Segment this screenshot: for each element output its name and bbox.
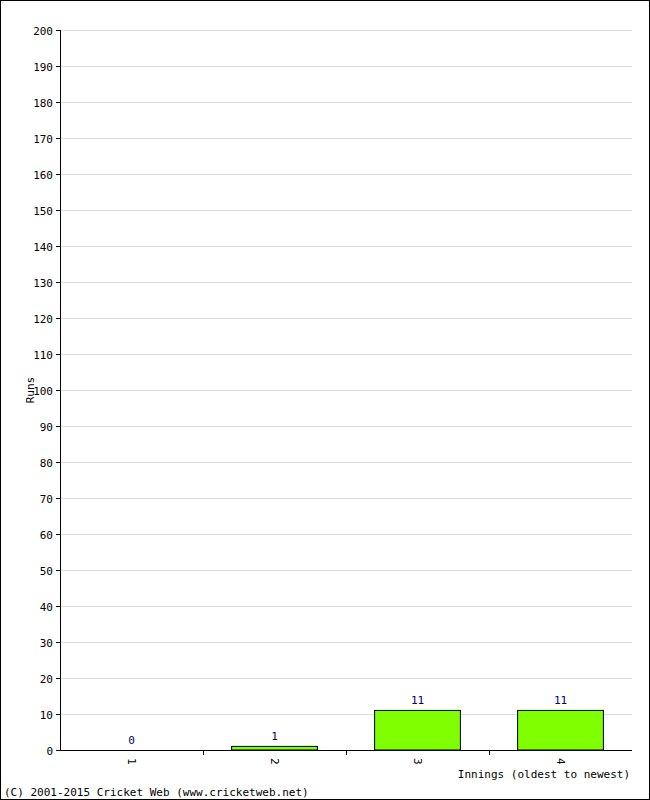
- y-tick-label: 150: [33, 205, 53, 218]
- y-tick: [56, 282, 60, 283]
- grid-line: [60, 498, 632, 499]
- grid-line: [60, 210, 632, 211]
- grid-line: [60, 66, 632, 67]
- data-label: 1: [271, 730, 278, 743]
- chart-container: 0102030405060708090100110120130140150160…: [0, 0, 650, 800]
- y-tick-label: 200: [33, 25, 53, 38]
- y-tick-label: 10: [40, 709, 53, 722]
- y-tick: [56, 354, 60, 355]
- y-tick-label: 20: [40, 673, 53, 686]
- y-tick: [56, 66, 60, 67]
- y-tick: [56, 570, 60, 571]
- grid-line: [60, 138, 632, 139]
- y-tick-label: 120: [33, 313, 53, 326]
- grid-line: [60, 390, 632, 391]
- y-tick-label: 180: [33, 97, 53, 110]
- y-tick: [56, 246, 60, 247]
- y-tick: [56, 390, 60, 391]
- y-tick-label: 0: [46, 745, 53, 758]
- y-tick: [56, 138, 60, 139]
- y-tick-label: 130: [33, 277, 53, 290]
- x-axis-label: Innings (oldest to newest): [458, 768, 630, 781]
- x-tick: [346, 750, 347, 755]
- y-tick: [56, 606, 60, 607]
- bar: [232, 746, 318, 750]
- y-tick-label: 40: [40, 601, 53, 614]
- y-tick-label: 80: [40, 457, 53, 470]
- y-tick: [56, 534, 60, 535]
- data-label: 0: [128, 734, 135, 747]
- y-tick-label: 170: [33, 133, 53, 146]
- grid-line: [60, 354, 632, 355]
- y-tick-label: 30: [40, 637, 53, 650]
- y-tick-label: 140: [33, 241, 53, 254]
- x-tick-label: 4: [554, 758, 567, 765]
- grid-line: [60, 462, 632, 463]
- y-tick-label: 160: [33, 169, 53, 182]
- grid-line: [60, 570, 632, 571]
- bar: [89, 750, 175, 751]
- y-tick: [56, 174, 60, 175]
- x-tick-label: 2: [268, 758, 281, 765]
- data-label: 11: [554, 694, 567, 707]
- grid-line: [60, 678, 632, 679]
- y-tick: [56, 318, 60, 319]
- y-tick: [56, 642, 60, 643]
- y-tick: [56, 30, 60, 31]
- y-tick-label: 50: [40, 565, 53, 578]
- y-tick-label: 110: [33, 349, 53, 362]
- y-tick: [56, 462, 60, 463]
- x-tick-label: 1: [125, 758, 138, 765]
- y-tick-label: 90: [40, 421, 53, 434]
- grid-line: [60, 426, 632, 427]
- y-tick: [56, 426, 60, 427]
- y-tick-label: 60: [40, 529, 53, 542]
- y-tick-label: 70: [40, 493, 53, 506]
- grid-line: [60, 282, 632, 283]
- grid-line: [60, 318, 632, 319]
- x-tick-label: 3: [411, 758, 424, 765]
- y-axis: [60, 30, 61, 750]
- grid-line: [60, 174, 632, 175]
- y-tick: [56, 750, 60, 751]
- y-tick: [56, 498, 60, 499]
- y-tick: [56, 210, 60, 211]
- x-tick: [203, 750, 204, 755]
- grid-line: [60, 30, 632, 31]
- x-tick: [489, 750, 490, 755]
- y-tick: [56, 102, 60, 103]
- bar: [518, 710, 604, 750]
- copyright: (C) 2001-2015 Cricket Web (www.cricketwe…: [4, 786, 309, 799]
- grid-line: [60, 246, 632, 247]
- grid-line: [60, 606, 632, 607]
- y-axis-label: Runs: [24, 377, 37, 404]
- grid-line: [60, 102, 632, 103]
- grid-line: [60, 642, 632, 643]
- frame: [1, 1, 650, 800]
- chart: 0102030405060708090100110120130140150160…: [0, 0, 650, 800]
- bars: [232, 710, 604, 750]
- y-tick-label: 190: [33, 61, 53, 74]
- y-tick: [56, 678, 60, 679]
- grid-line: [60, 534, 632, 535]
- y-tick: [56, 714, 60, 715]
- bar: [375, 710, 461, 750]
- data-label: 11: [411, 694, 424, 707]
